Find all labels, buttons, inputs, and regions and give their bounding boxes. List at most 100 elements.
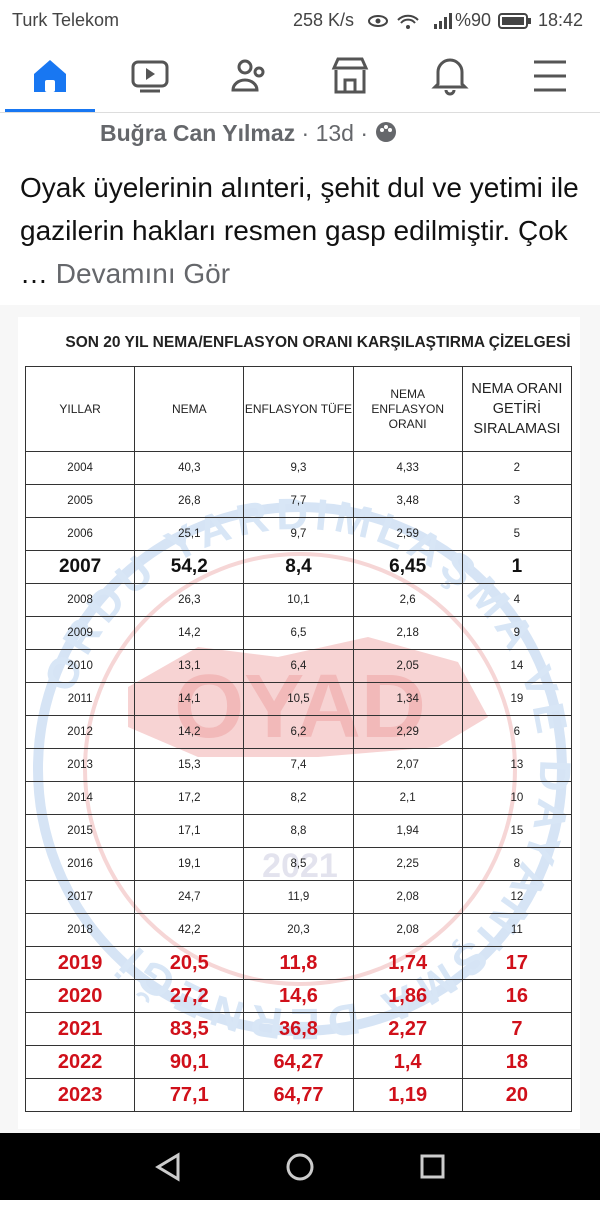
table-cell: 12 [461, 880, 573, 914]
see-more[interactable]: Devamını Gör [55, 258, 231, 289]
table-cell: 2011 [24, 682, 136, 716]
table-row: 2008 26,3 10,1 2,6 4 [24, 583, 573, 617]
table-cell: 20 [461, 1078, 573, 1112]
table-cell: 19 [461, 682, 573, 716]
table-cell: 11,8 [243, 946, 354, 980]
table-cell: 18 [461, 1045, 573, 1079]
menu-tab[interactable] [530, 56, 570, 96]
table-cell: 14 [461, 649, 573, 683]
table-cell: 3,48 [352, 484, 463, 518]
table-cell: 2,08 [352, 880, 463, 914]
watch-tab[interactable] [130, 56, 170, 96]
table-cell: 40,3 [134, 451, 245, 485]
table-row: 2012 14,2 6,2 2,29 6 [24, 715, 573, 749]
table-row: 2010 13,1 6,4 2,05 14 [24, 649, 573, 683]
table-cell: 64,77 [243, 1078, 354, 1112]
post-image[interactable]: ORDU YARDIMLAŞMA VE DAYANIŞMA DERNEĞİ OY… [0, 305, 600, 1133]
table-cell: 1,19 [352, 1078, 463, 1112]
table-cell: 14,1 [134, 682, 245, 716]
table-row: 2021 83,5 36,8 2,27 7 [24, 1012, 573, 1046]
table-cell: 25,1 [134, 517, 245, 551]
table-cell: 36,8 [243, 1012, 354, 1046]
author-name[interactable]: Buğra Can Yılmaz [100, 120, 296, 146]
table-cell: 2,07 [352, 748, 463, 782]
table-cell: 54,2 [134, 550, 245, 584]
table-cell: 8,2 [243, 781, 354, 815]
recents-button[interactable] [420, 1154, 445, 1179]
table-cell: 2014 [24, 781, 136, 815]
table-cell: 1 [461, 550, 573, 584]
table-cell: 14,2 [134, 715, 245, 749]
audience-icon [376, 122, 397, 142]
post-age: · 13d · [301, 120, 369, 146]
table-cell: 11,9 [243, 880, 354, 914]
table-cell: 2,59 [352, 517, 463, 551]
carrier: Turk Telekom [12, 10, 120, 30]
table-cell: 2008 [24, 583, 136, 617]
back-button[interactable] [155, 1152, 180, 1182]
table-cell: 2004 [24, 451, 136, 485]
table-cell: 2005 [24, 484, 136, 518]
table-cell: 77,1 [134, 1078, 245, 1112]
table-cell: 9,7 [243, 517, 354, 551]
table-cell: 27,2 [134, 979, 245, 1013]
table-row: 2013 15,3 7,4 2,07 13 [24, 748, 573, 782]
table-cell: 2,05 [352, 649, 463, 683]
table-cell: 83,5 [134, 1012, 245, 1046]
table-row: 2017 24,7 11,9 2,08 12 [24, 880, 573, 914]
table-cell: 2015 [24, 814, 136, 848]
table-cell: 3 [461, 484, 573, 518]
battery-icon [498, 13, 531, 29]
table-cell: 19,1 [134, 847, 245, 881]
table-cell: 2,25 [352, 847, 463, 881]
table-cell: 1,86 [352, 979, 463, 1013]
table-cell: 2013 [24, 748, 136, 782]
friends-tab[interactable] [230, 56, 270, 96]
table-cell: 6,4 [243, 649, 354, 683]
table-row: 2011 14,1 10,5 1,34 19 [24, 682, 573, 716]
table-cell: 2,08 [352, 913, 463, 947]
column-header: NEMA ENFLASYON ORANI [352, 366, 463, 452]
table-cell: 6,2 [243, 715, 354, 749]
table-cell: 6,45 [352, 550, 463, 584]
table-cell: 2017 [24, 880, 136, 914]
table-row: 2009 14,2 6,5 2,18 9 [24, 616, 573, 650]
table-cell: 10 [461, 781, 573, 815]
home-button[interactable] [286, 1153, 314, 1181]
table-cell: 2022 [24, 1045, 136, 1079]
table-cell: 2,27 [352, 1012, 463, 1046]
table-cell: 8,4 [243, 550, 354, 584]
table-cell: 5 [461, 517, 573, 551]
marketplace-tab[interactable] [330, 56, 370, 96]
table-cell: 64,27 [243, 1045, 354, 1079]
table-cell: 1,94 [352, 814, 463, 848]
system-nav [0, 1133, 600, 1200]
table-cell: 2006 [24, 517, 136, 551]
table-cell: 1,34 [352, 682, 463, 716]
status-bar: Turk Telekom 258 K/s %90 18:42 [0, 0, 600, 40]
table-cell: 6 [461, 715, 573, 749]
table-cell: 16 [461, 979, 573, 1013]
table-cell: 20,3 [243, 913, 354, 947]
table-cell: 4 [461, 583, 573, 617]
notifications-tab[interactable] [430, 56, 470, 96]
document: ORDU YARDIMLAŞMA VE DAYANIŞMA DERNEĞİ OY… [18, 317, 580, 1129]
table-row: 2005 26,8 7,7 3,48 3 [24, 484, 573, 518]
table-cell: 14,6 [243, 979, 354, 1013]
nav-bar [0, 40, 600, 113]
table-cell: 8,8 [243, 814, 354, 848]
table-cell: 17,2 [134, 781, 245, 815]
table-cell: 10,5 [243, 682, 354, 716]
table-cell: 42,2 [134, 913, 245, 947]
table-cell: 2012 [24, 715, 136, 749]
table-cell: 7,7 [243, 484, 354, 518]
table-row: 2006 25,1 9,7 2,59 5 [24, 517, 573, 551]
post-text: Oyak üyelerinin alınteri, şehit dul ve y… [20, 172, 579, 289]
home-tab[interactable] [30, 56, 70, 96]
table-cell: 2009 [24, 616, 136, 650]
table-cell: 2 [461, 451, 573, 485]
table-cell: 4,33 [352, 451, 463, 485]
table-cell: 9,3 [243, 451, 354, 485]
